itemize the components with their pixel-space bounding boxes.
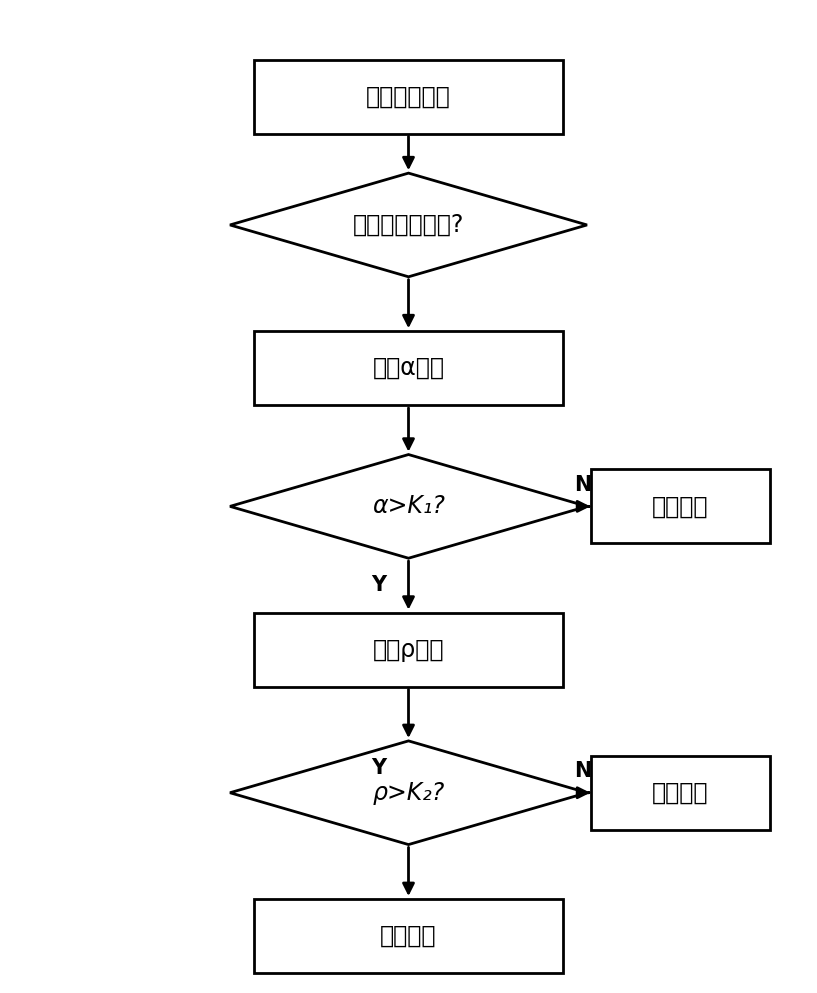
Text: 铁磁谐振: 铁磁谐振 [380, 923, 437, 948]
Text: Y: Y [371, 758, 386, 779]
Text: 零序电压采样: 零序电压采样 [366, 84, 451, 108]
Text: N: N [574, 475, 592, 495]
FancyBboxPatch shape [254, 899, 563, 973]
FancyBboxPatch shape [254, 60, 563, 134]
Polygon shape [230, 173, 587, 277]
Polygon shape [230, 455, 587, 558]
Text: N: N [574, 761, 592, 781]
Text: 单相接地: 单相接地 [652, 780, 708, 804]
Text: α>K₁?: α>K₁? [372, 495, 445, 518]
Polygon shape [230, 741, 587, 845]
FancyBboxPatch shape [591, 470, 770, 543]
Text: 计算ρ的值: 计算ρ的值 [373, 638, 444, 661]
Text: 计算α的值: 计算α的值 [373, 356, 444, 380]
Text: 零序电压越限否?: 零序电压越限否? [353, 213, 464, 237]
FancyBboxPatch shape [254, 331, 563, 405]
FancyBboxPatch shape [254, 613, 563, 686]
Text: ρ>K₂?: ρ>K₂? [373, 780, 444, 804]
Text: 铁磁谐振: 铁磁谐振 [652, 495, 708, 518]
Text: Y: Y [371, 575, 386, 596]
FancyBboxPatch shape [591, 756, 770, 830]
